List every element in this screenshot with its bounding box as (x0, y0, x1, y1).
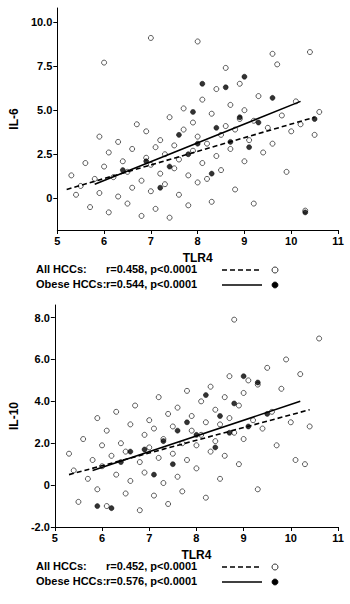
svg-text:7: 7 (148, 235, 154, 247)
svg-text:9: 9 (241, 235, 247, 247)
svg-text:All HCCs:: All HCCs: (36, 263, 87, 275)
svg-text:Obese HCCs:: Obese HCCs: (36, 278, 106, 290)
svg-text:10.0: 10.0 (31, 16, 52, 28)
svg-text:11: 11 (332, 235, 344, 247)
svg-text:9: 9 (241, 532, 247, 544)
svg-text:6: 6 (101, 235, 107, 247)
svg-text:8.0: 8.0 (35, 312, 50, 324)
svg-text:2.0: 2.0 (35, 437, 50, 449)
svg-text:6: 6 (99, 532, 105, 544)
svg-text:r=0.452, p<0.0001: r=0.452, p<0.0001 (106, 559, 198, 572)
svg-text:6.0: 6.0 (35, 353, 50, 365)
svg-text:10: 10 (285, 235, 297, 247)
svg-text:r=0.544, p<0.0001: r=0.544, p<0.0001 (106, 278, 197, 290)
svg-text:7: 7 (146, 532, 152, 544)
svg-text:TLR4: TLR4 (183, 251, 213, 265)
svg-text:TLR4: TLR4 (181, 548, 211, 562)
svg-text:2.5: 2.5 (37, 148, 52, 160)
svg-text:5: 5 (52, 532, 58, 544)
svg-text:10: 10 (285, 532, 297, 544)
svg-text:5.0: 5.0 (37, 104, 52, 116)
svg-text:0: 0 (44, 479, 50, 491)
svg-text:8: 8 (195, 235, 201, 247)
svg-text:r=0.576, p<0.0001: r=0.576, p<0.0001 (106, 575, 197, 587)
svg-text:-2.0: -2.0 (31, 521, 50, 533)
svg-text:8: 8 (193, 532, 199, 544)
svg-text:4.0: 4.0 (35, 395, 50, 407)
svg-text:5: 5 (54, 235, 60, 247)
svg-text:IL-6: IL-6 (7, 108, 21, 130)
svg-text:Obese HCCs:: Obese HCCs: (36, 575, 106, 587)
svg-text:IL-10: IL-10 (7, 402, 21, 430)
svg-text:7.5: 7.5 (37, 60, 52, 72)
svg-text:11: 11 (332, 532, 344, 544)
svg-text:0: 0 (46, 192, 52, 204)
svg-text:All HCCs:: All HCCs: (36, 560, 87, 572)
svg-text:r=0.458, p<0.0001: r=0.458, p<0.0001 (106, 262, 198, 275)
